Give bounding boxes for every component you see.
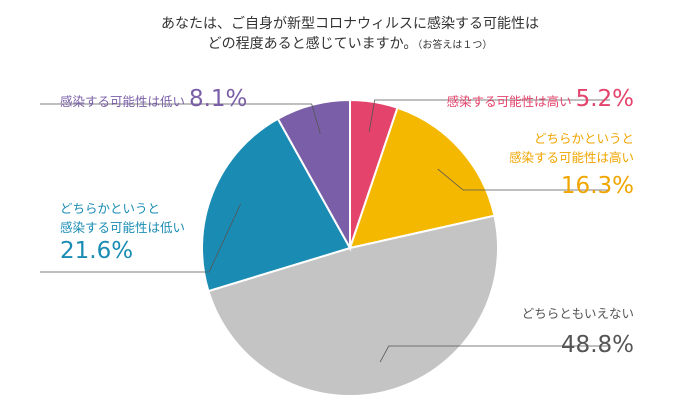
slice-value-label: 5.2% — [576, 86, 634, 112]
leader-line — [437, 168, 610, 191]
pie-slice — [201, 117, 352, 293]
leader-line — [368, 99, 610, 132]
chart-title-line-1: あなたは、ご自身が新型コロナウィルスに感染する可能性は — [161, 15, 539, 32]
pie-slices — [201, 98, 499, 397]
leader-lines — [40, 99, 610, 363]
chart-title-line-2-main: どの程度あると感じていますか。 — [208, 35, 418, 52]
leader-line — [40, 203, 241, 273]
slice-label-text: どちらかというと — [534, 131, 634, 146]
chart-title-line-2: どの程度あると感じていますか。（お答えは１つ） — [208, 35, 493, 52]
slice-value-label: 16.3% — [561, 173, 634, 199]
slice-label-text: 感染する可能性は高い — [447, 94, 576, 109]
pie-slice — [276, 98, 351, 252]
leader-line — [379, 345, 610, 363]
slice-label-text: 感染する可能性は低い — [60, 220, 185, 235]
chart-title-note: （お答えは１つ） — [417, 38, 492, 51]
pie-slice — [207, 214, 499, 397]
slice-label-text: 感染する可能性は高い — [509, 150, 634, 165]
slice-label-text: 感染する可能性は低い — [60, 94, 189, 109]
slice-label: 感染する可能性は低い 8.1% — [60, 86, 247, 112]
slice-labels: 感染する可能性は高い 5.2%どちらかというと感染する可能性は高い16.3%どち… — [60, 86, 634, 358]
slice-label-text: どちらともいえない — [522, 306, 634, 321]
slice-value-label: 48.8% — [561, 332, 634, 358]
slice-value-label: 8.1% — [189, 86, 247, 112]
slice-label-text: どちらかというと — [60, 201, 160, 216]
slice-value-label: 21.6% — [60, 238, 133, 264]
pie-slice — [348, 106, 496, 250]
leader-line — [40, 103, 321, 134]
slice-label: 感染する可能性は高い 5.2% — [447, 86, 634, 112]
